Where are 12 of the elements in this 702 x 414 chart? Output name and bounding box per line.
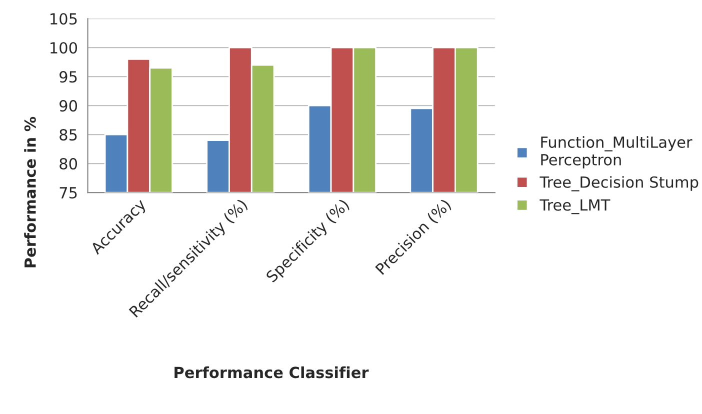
legend-label: Function_MultiLayer Perceptron	[541, 136, 692, 168]
x-axis-title: Performance Classifier	[174, 366, 369, 378]
y-tick-label: 90	[60, 100, 78, 112]
y-tick-label: 100	[50, 42, 78, 54]
y-tick-label: 95	[60, 71, 77, 83]
legend-label: Tree_Decision Stump	[540, 176, 698, 192]
legend-label: Tree_LMT	[540, 199, 610, 214]
y-tick-label: 85	[60, 129, 77, 141]
y-axis-title: Performance in %	[24, 116, 36, 268]
y-tick-label: 75	[60, 187, 77, 199]
y-tick-label: 105	[50, 13, 77, 25]
y-tick-label: 80	[60, 158, 78, 170]
